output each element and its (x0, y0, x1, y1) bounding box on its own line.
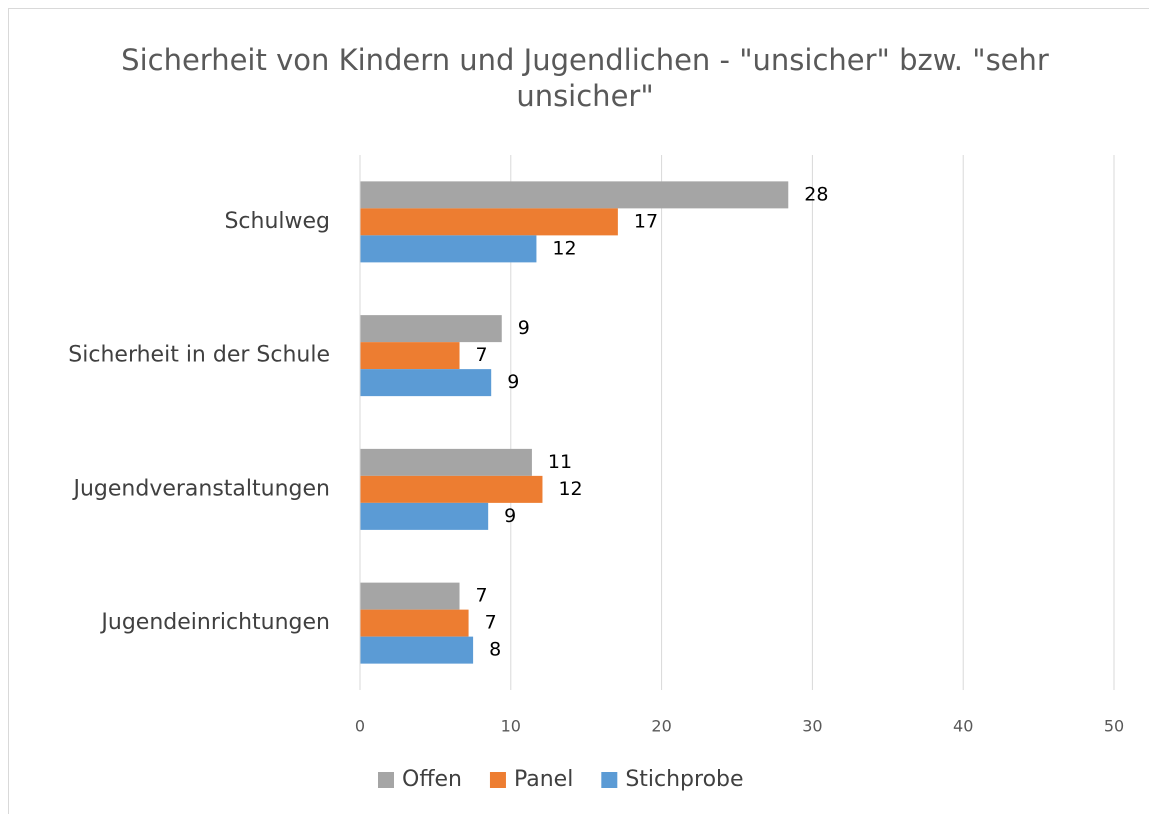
legend-swatch (378, 772, 394, 788)
y-tick-label: Jugendveranstaltungen (71, 476, 330, 501)
data-label: 9 (507, 371, 519, 393)
legend-swatch (601, 772, 618, 788)
data-label: 7 (485, 612, 497, 634)
bar (360, 315, 502, 343)
data-label: 9 (518, 317, 530, 339)
x-tick-label: 40 (953, 717, 973, 736)
y-tick-label: Schulweg (224, 209, 330, 234)
data-label: 12 (558, 478, 582, 500)
legend-label: Offen (402, 767, 462, 792)
bar (360, 582, 460, 610)
data-label: 7 (476, 585, 488, 607)
bar (360, 448, 532, 476)
x-tick-label: 10 (501, 717, 521, 736)
x-tick-label: 20 (651, 717, 671, 736)
bar (360, 208, 618, 236)
data-label: 8 (489, 639, 501, 661)
legend-swatch (489, 772, 506, 788)
y-tick-label: Jugendeinrichtungen (99, 610, 330, 635)
bar (360, 235, 537, 263)
x-tick-label: 0 (355, 717, 365, 736)
bar (360, 475, 543, 503)
bar (360, 502, 489, 530)
legend-label: Stichprobe (625, 767, 743, 792)
x-tick-label: 50 (1104, 717, 1124, 736)
bar (360, 369, 492, 397)
chart-border (8, 8, 1149, 814)
data-label: 9 (504, 505, 516, 527)
data-label: 28 (804, 183, 828, 205)
chart-title: Sicherheit von Kindern und Jugendlichen … (121, 43, 1049, 113)
bar (360, 609, 469, 637)
bar (360, 342, 460, 370)
data-label: 7 (476, 344, 488, 366)
y-tick-label: Sicherheit in der Schule (68, 343, 330, 368)
bar (360, 181, 789, 209)
x-tick-label: 30 (802, 717, 822, 736)
data-label: 11 (548, 451, 572, 473)
data-label: 17 (634, 210, 658, 232)
data-label: 12 (552, 237, 576, 259)
bar (360, 636, 474, 664)
legend-label: Panel (514, 767, 573, 792)
